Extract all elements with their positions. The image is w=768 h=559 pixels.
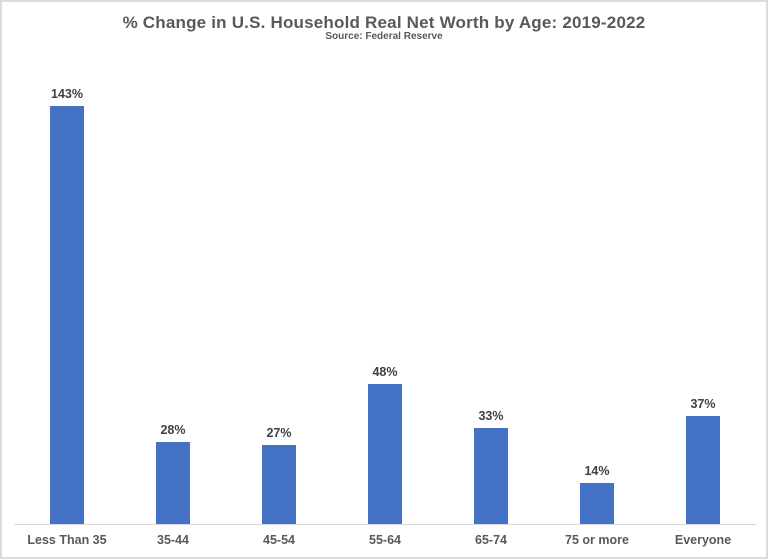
- bar-value-label: 33%: [478, 409, 504, 424]
- bar: [580, 483, 614, 524]
- chart-title: % Change in U.S. Household Real Net Wort…: [122, 13, 646, 32]
- bar: [156, 442, 190, 524]
- bar-group: 48%: [332, 2, 438, 524]
- category-label: 55-64: [369, 533, 401, 547]
- bar: [474, 428, 508, 524]
- bar-group: 37%: [650, 2, 756, 524]
- bar-group: 27%: [226, 2, 332, 524]
- category-label: Everyone: [674, 533, 732, 547]
- bar-value-label: 37%: [690, 397, 716, 412]
- category-label: 65-74: [475, 533, 507, 547]
- bar-group: 28%: [120, 2, 226, 524]
- chart-subtitle: Source: Federal Reserve: [325, 31, 443, 42]
- x-axis-line: [14, 524, 756, 525]
- plot-area: 143% 28% 27% 48% 33% 14% 37%: [14, 2, 756, 524]
- category-label: 35-44: [157, 533, 189, 547]
- bar-group: 143%: [14, 2, 120, 524]
- bar-value-label: 28%: [160, 423, 186, 438]
- bar: [686, 416, 720, 524]
- category-axis: Less Than 35 35-44 45-54 55-64 65-74 75 or mo…: [14, 532, 756, 548]
- category-label: 75 or more: [565, 533, 629, 547]
- bar-value-label: 48%: [372, 365, 398, 380]
- category-label: 45-54: [263, 533, 295, 547]
- bar-value-label: 14%: [584, 464, 610, 479]
- category-label: Less Than 35: [27, 533, 107, 547]
- bar-value-label: 27%: [266, 426, 292, 441]
- bar-value-label: 143%: [51, 87, 83, 102]
- bar: [50, 106, 84, 524]
- bar-group: 33%: [438, 2, 544, 524]
- bar: [262, 445, 296, 524]
- bar-group: 14%: [544, 2, 650, 524]
- bar: [368, 384, 402, 524]
